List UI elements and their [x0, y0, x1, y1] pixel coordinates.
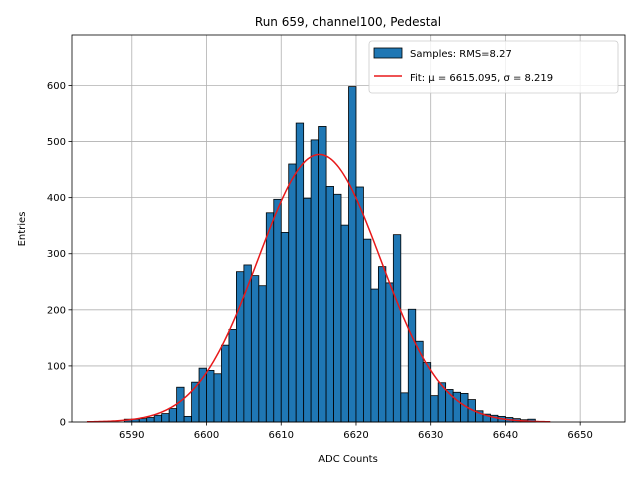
histogram-bar — [146, 417, 155, 423]
plot-frame — [71, 34, 626, 423]
histogram-bar — [452, 391, 461, 423]
histogram-bar — [258, 285, 267, 423]
histogram-bar — [183, 415, 192, 423]
y-axis-label: Entries — [17, 212, 28, 247]
histogram-bar — [325, 186, 334, 423]
y-tick-label: 200 — [47, 305, 66, 316]
y-tick-label: 500 — [47, 137, 66, 148]
histogram-bar — [363, 238, 372, 423]
x-tick-label: 6590 — [119, 430, 144, 441]
y-tick-label: 600 — [47, 81, 66, 92]
histogram-bar — [392, 234, 402, 423]
histogram-bar — [161, 413, 170, 423]
histogram-bar — [430, 395, 439, 423]
y-tick-label: 0 — [60, 418, 66, 429]
x-tick-label: 6630 — [418, 430, 443, 441]
y-tick-label: 100 — [47, 361, 66, 372]
histogram-bar — [355, 186, 364, 423]
histogram-bar — [340, 224, 349, 423]
histogram-bar — [288, 163, 297, 423]
histogram-bar — [400, 392, 409, 423]
histogram-bars — [123, 86, 536, 423]
chart-title: Run 659, channel100, Pedestal — [255, 15, 441, 29]
histogram-bar — [370, 288, 379, 423]
x-axis-ticks: 6590 6600 6610 6620 6630 6640 6650 — [119, 422, 593, 441]
histogram-bar — [265, 212, 275, 423]
histogram-bar — [213, 373, 222, 423]
histogram-bar — [385, 282, 394, 423]
histogram-bar — [176, 386, 185, 423]
histogram-bar — [221, 344, 230, 423]
x-tick-label: 6640 — [493, 430, 518, 441]
x-axis-label: ADC Counts — [318, 454, 378, 465]
legend-swatch-samples — [373, 47, 403, 59]
histogram-bar — [348, 86, 357, 423]
y-axis-ticks: 0 100 200 300 400 500 600 — [47, 81, 72, 429]
x-tick-label: 6620 — [343, 430, 368, 441]
histogram-bar — [250, 275, 260, 423]
fit-curve — [86, 153, 551, 423]
histogram-bar — [168, 408, 178, 423]
legend: Samples: RMS=8.27 Fit: μ = 6615.095, σ =… — [368, 40, 619, 94]
legend-frame — [368, 40, 619, 94]
y-tick-label: 300 — [47, 249, 66, 260]
legend-label-samples: Samples: RMS=8.27 — [410, 49, 512, 60]
histogram-bar — [138, 418, 148, 423]
histogram-bar — [228, 329, 237, 423]
histogram-bar — [415, 340, 424, 423]
x-tick-label: 6650 — [567, 430, 592, 441]
histogram-bar — [236, 271, 245, 423]
x-tick-label: 6610 — [269, 430, 294, 441]
legend-label-fit: Fit: μ = 6615.095, σ = 8.219 — [410, 73, 553, 84]
histogram-bar — [198, 367, 207, 423]
histogram-bar — [280, 232, 290, 423]
histogram-bar — [273, 198, 282, 423]
histogram-bar — [407, 308, 417, 423]
histogram-bar — [318, 126, 327, 423]
x-tick-label: 6600 — [194, 430, 219, 441]
histogram-bar — [310, 139, 320, 423]
histogram-bar — [303, 197, 312, 423]
y-tick-label: 400 — [47, 193, 66, 204]
histogram-bar — [422, 362, 432, 423]
histogram-bar — [153, 414, 163, 423]
histogram-bar — [333, 193, 342, 423]
histogram-bar — [206, 369, 215, 423]
histogram-bar — [377, 266, 387, 423]
